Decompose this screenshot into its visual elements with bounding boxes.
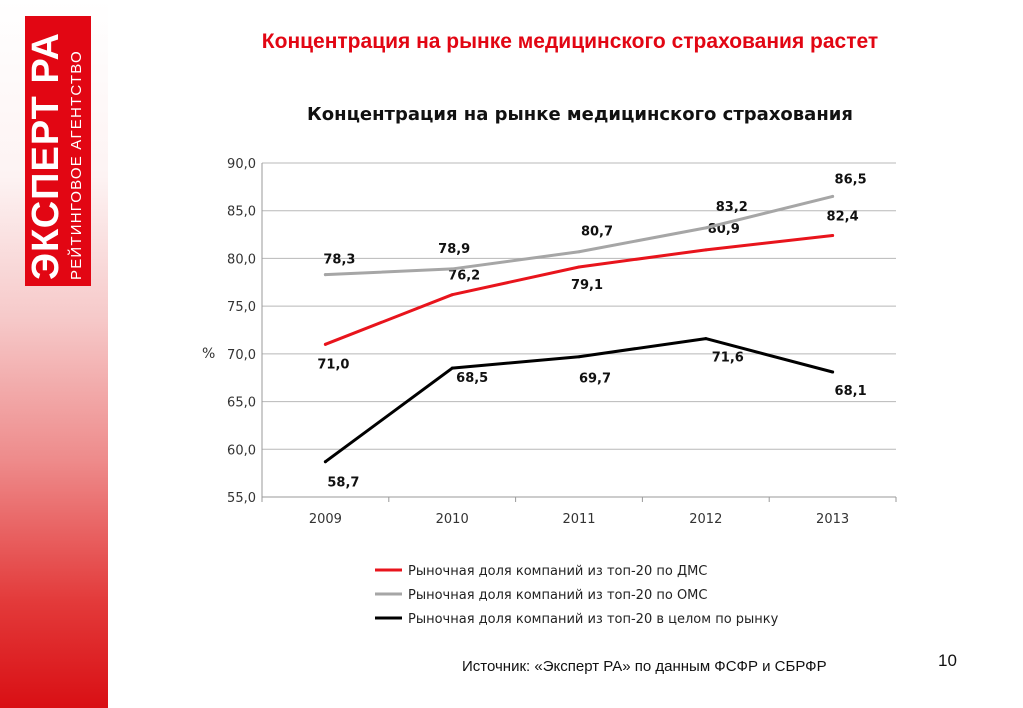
data-point <box>323 460 327 464</box>
x-tick-label: 2012 <box>689 512 722 527</box>
x-tick-label: 2010 <box>436 512 469 527</box>
data-label: 79,1 <box>571 278 603 293</box>
legend-label-2: Рыночная доля компаний из топ-20 по ОМС <box>408 588 707 603</box>
slide-title: Концентрация на рынке медицинского страх… <box>261 30 879 53</box>
y-tick-label: 90,0 <box>227 157 256 172</box>
page-number: 10 <box>938 651 957 670</box>
data-label: 71,6 <box>712 351 744 366</box>
data-label: 78,9 <box>438 242 470 257</box>
data-label: 58,7 <box>327 476 359 491</box>
chart-title: Концентрация на рынке медицинского страх… <box>307 104 853 125</box>
data-point <box>323 342 327 346</box>
data-point <box>704 226 708 230</box>
data-label: 83,2 <box>716 200 748 215</box>
data-label: 86,5 <box>835 172 867 187</box>
data-label: 69,7 <box>579 372 611 387</box>
data-label: 68,1 <box>835 384 867 399</box>
x-tick-label: 2009 <box>309 512 342 527</box>
data-point <box>704 248 708 252</box>
logo-main-text: ЭКСПЕРТ РА <box>25 32 67 280</box>
y-tick-label: 55,0 <box>227 491 256 506</box>
legend-label-3: Рыночная доля компаний из топ-20 в целом… <box>408 612 779 627</box>
data-point <box>577 355 581 359</box>
y-tick-label: 75,0 <box>227 300 256 315</box>
data-point <box>704 337 708 341</box>
series-line-2 <box>323 194 835 277</box>
y-tick-label: 80,0 <box>227 252 256 267</box>
y-tick-label: 85,0 <box>227 205 256 220</box>
data-label: 71,0 <box>317 357 349 372</box>
data-label: 76,2 <box>448 269 480 284</box>
expert-ra-logo: ЭКСПЕРТ РА РЕЙТИНГОВОЕ АГЕНТСТВО <box>25 16 91 286</box>
legend-label-1: Рыночная доля компаний из топ-20 по ДМС <box>408 564 707 579</box>
data-label: 80,7 <box>581 225 613 240</box>
data-label: 78,3 <box>323 253 355 268</box>
data-label: 82,4 <box>827 210 859 225</box>
x-tick-label: 2013 <box>816 512 849 527</box>
data-point <box>577 250 581 254</box>
data-point <box>450 267 454 271</box>
x-tick-label: 2011 <box>562 512 595 527</box>
y-tick-label: 70,0 <box>227 348 256 363</box>
data-point <box>323 273 327 277</box>
data-point <box>450 293 454 297</box>
data-point <box>450 366 454 370</box>
y-tick-label: 65,0 <box>227 396 256 411</box>
line-chart: Концентрация на рынке медицинского страх… <box>202 104 897 627</box>
y-tick-label: 60,0 <box>227 443 256 458</box>
source-note: Источник: «Эксперт РА» по данным ФСФР и … <box>462 658 827 675</box>
data-point <box>831 370 835 374</box>
data-label: 68,5 <box>456 371 488 386</box>
data-point <box>831 234 835 238</box>
data-point <box>577 265 581 269</box>
y-axis-label: % <box>202 346 215 362</box>
logo-sub-text: РЕЙТИНГОВОЕ АГЕНТСТВО <box>68 50 85 280</box>
data-point <box>831 194 835 198</box>
